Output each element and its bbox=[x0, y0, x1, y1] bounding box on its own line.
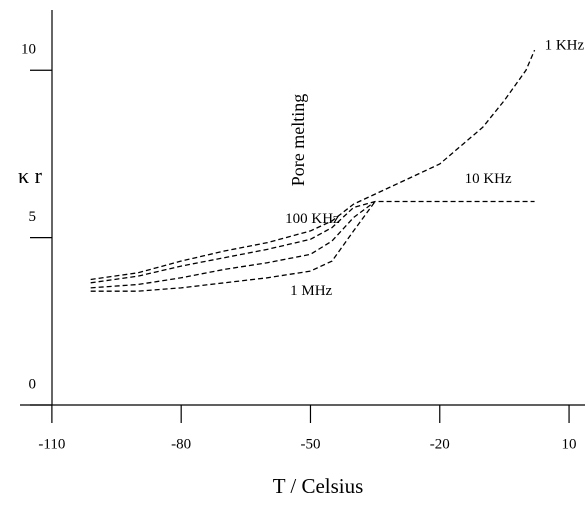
series-line bbox=[90, 200, 535, 284]
x-tick-label: -50 bbox=[300, 436, 320, 452]
series-label: 100 KHz bbox=[285, 211, 340, 227]
series-line bbox=[90, 200, 376, 289]
series-line bbox=[90, 49, 536, 281]
y-axis-label: κ r bbox=[18, 163, 43, 188]
x-tick-label: 10 bbox=[562, 436, 577, 452]
x-tick-label: -20 bbox=[430, 436, 450, 452]
x-tick-label: -110 bbox=[38, 436, 65, 452]
series-label: 1 MHz bbox=[290, 283, 332, 299]
series-label: 10 KHz bbox=[465, 171, 512, 187]
y-tick-label: 10 bbox=[21, 42, 36, 58]
y-tick-label: 5 bbox=[29, 209, 37, 225]
y-tick-label: 0 bbox=[29, 376, 37, 392]
annotation: Pore melting bbox=[288, 94, 308, 187]
series-line bbox=[90, 201, 376, 292]
x-tick-label: -80 bbox=[171, 436, 191, 452]
series-label: 1 KHz bbox=[545, 38, 585, 54]
x-axis-label: T / Celsius bbox=[273, 474, 364, 498]
